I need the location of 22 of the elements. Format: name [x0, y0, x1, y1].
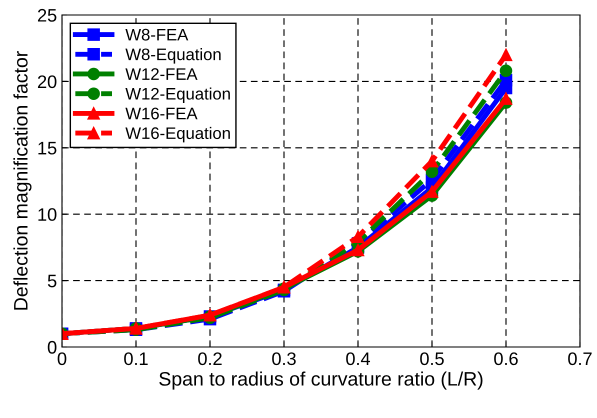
x-tick-label: 0.7 [568, 352, 592, 366]
y-axis-title: Deflection magnification factor [13, 51, 32, 310]
x-tick-label: 0.5 [420, 352, 444, 366]
y-tick-label: 20 [38, 75, 56, 88]
x-tick-label: 0.4 [346, 352, 370, 366]
y-tick-label: 5 [48, 274, 56, 288]
y-tick-label: 15 [38, 142, 56, 155]
y-tick-label: 10 [38, 208, 56, 221]
legend-label: W8-FEA [125, 28, 188, 41]
x-tick-label: 0 [58, 352, 66, 366]
legend-label: W16-Equation [125, 126, 230, 142]
y-tick-label: 0 [48, 340, 56, 354]
legend-label: W12-Equation [125, 87, 230, 103]
x-axis-title: Span to radius of curvature ratio (L/R) [159, 371, 482, 390]
legend-label: W8-Equation [125, 48, 221, 64]
x-tick-label: 0.1 [124, 352, 148, 366]
x-tick-label: 0.6 [494, 352, 518, 366]
x-tick-label: 0.3 [272, 352, 296, 366]
legend-label: W16-FEA [125, 108, 198, 120]
y-tick-label: 25 [38, 8, 56, 22]
x-tick-label: 0.2 [198, 352, 222, 366]
legend-label: W12-FEA [125, 68, 198, 80]
